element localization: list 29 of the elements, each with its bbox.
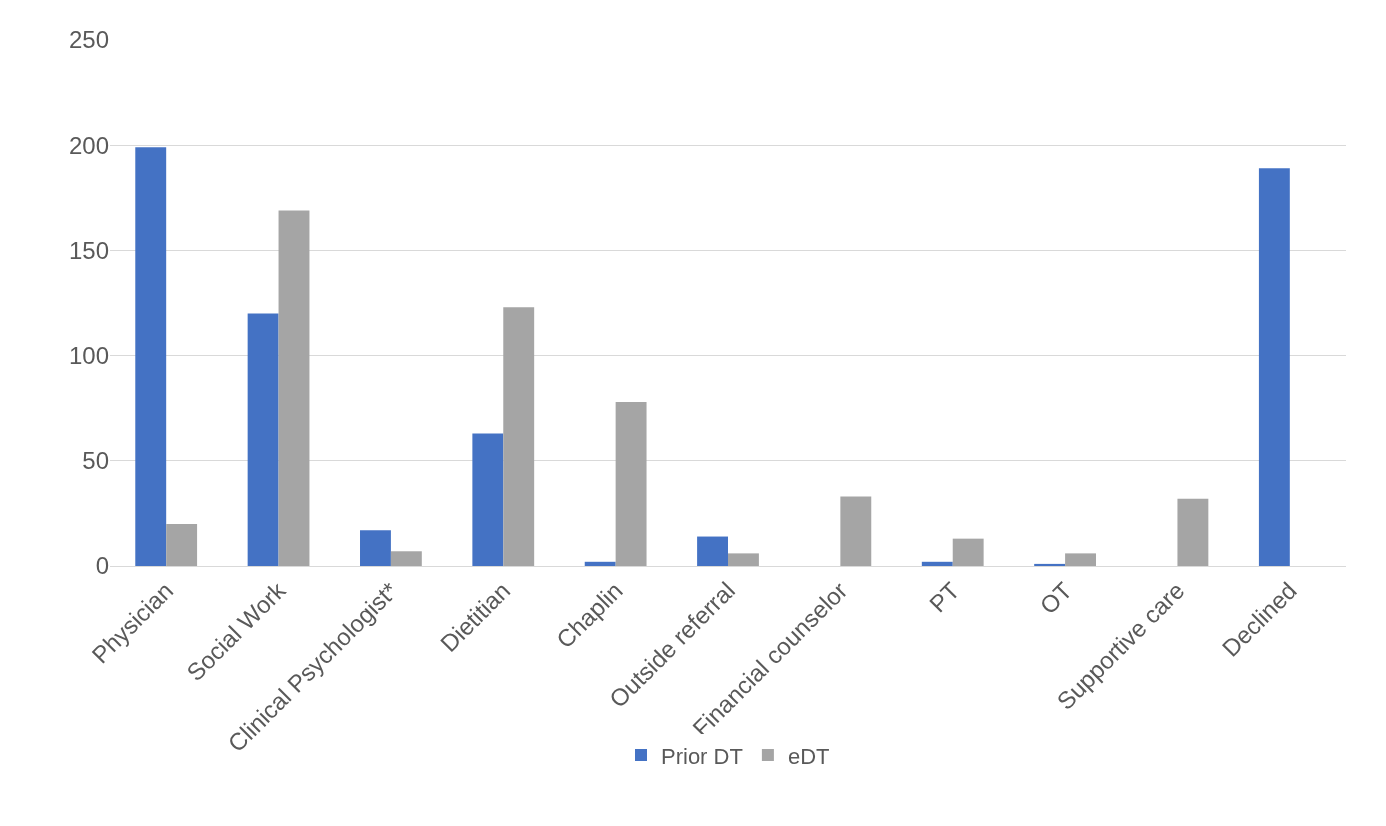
y-tick-label: 0 [95,552,109,580]
bar [503,307,535,566]
bar [728,553,759,566]
bar [1258,168,1290,566]
x-tick-label: OT [1034,576,1078,620]
y-tick-label: 100 [68,342,109,369]
bar [1034,563,1066,566]
bar [247,313,279,566]
y-tick-label: 150 [68,236,109,264]
y-tick-label: 200 [68,131,109,159]
bar [135,147,167,566]
bar [1177,498,1209,566]
legend-label: eDT [787,743,830,769]
y-tick-label: 250 [68,26,109,54]
bar [615,401,647,566]
legend-label: Prior DT [661,743,743,769]
bar [390,551,422,566]
bar [360,530,391,566]
bar [584,561,616,566]
bar [921,561,953,566]
bar [840,496,872,566]
y-tick-label: 50 [82,447,109,475]
bar [697,536,728,566]
x-tick-label: PT [923,576,965,618]
bar [472,433,504,566]
bar [278,210,310,566]
bar [1065,553,1096,566]
bar [952,538,984,566]
bar [166,523,198,566]
